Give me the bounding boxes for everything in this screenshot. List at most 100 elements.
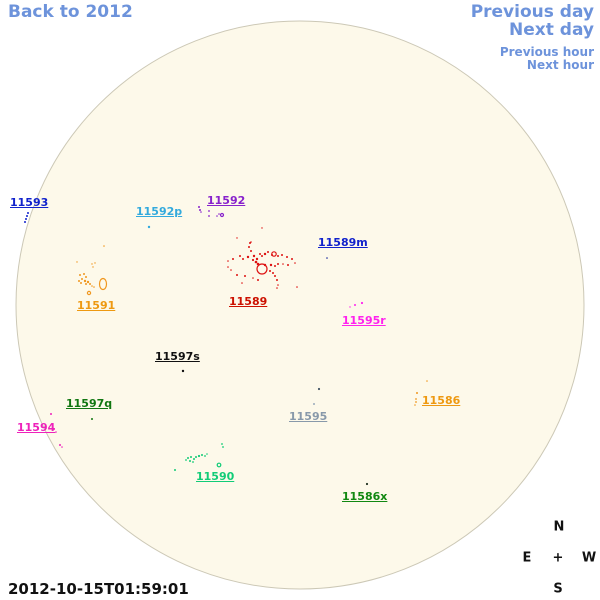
observation-timestamp: 2012-10-15T01:59:01 [8,580,189,598]
sunspot-dot [83,279,87,283]
region-link-11589m[interactable]: 11589m [318,236,368,249]
sunspot-dot [85,276,87,278]
sunspot-dot [414,404,416,406]
next-hour-link[interactable]: Next hour [526,58,594,72]
sunspot-dot [236,274,238,276]
sunspot-dot [277,255,279,257]
sunspot-dot [250,250,252,252]
previous-day-link[interactable]: Previous day [470,2,594,22]
sunspot-dot [93,286,95,288]
region-link-11586[interactable]: 11586 [422,394,461,407]
sunspot-dot [426,380,428,382]
region-link-11593[interactable]: 11593 [10,196,49,209]
sunspot-dot [251,258,255,262]
sunspot-dot [206,453,208,455]
sunspot-dot [27,212,29,214]
sunspot-group-11595-dark [317,387,321,391]
sunspot-dot [276,287,278,289]
sunspot-dot [59,444,61,446]
region-link-11586x[interactable]: 11586x [342,490,388,503]
sunspot-dot [267,251,269,253]
sunspot-dot [287,264,289,266]
sunspot-dot [92,266,94,268]
sunspot-dot [24,221,26,223]
sunspot-dot [246,255,250,259]
sunspot-dot [200,211,202,213]
sunspot-dot [193,458,195,460]
sunspot-dot [25,218,27,220]
sunspot-dot [81,278,83,280]
sunspot-dot [257,279,259,281]
sunspot-group-11589 [227,227,298,289]
sunspot-group-11595r [349,301,364,308]
sunspot-dot [326,257,328,259]
sunspot-group-11589m [326,257,328,259]
sunspot-dot [250,241,252,243]
previous-hour-link[interactable]: Previous hour [499,45,594,59]
sunspot-group-11592p [147,225,151,229]
sunspot-dot [147,225,151,229]
region-link-11590[interactable]: 11590 [196,470,235,483]
sunspot-dot [218,213,220,215]
sunspot-dot [94,262,96,264]
sunspot-dot [189,460,191,462]
sunspot-outline [219,212,225,218]
compass-west-label: W [581,550,597,566]
sunspot-dot [222,446,224,448]
sunspot-dot [208,215,210,217]
back-to-year-link[interactable]: Back to 2012 [8,2,133,22]
sunspot-dot [185,459,187,461]
sunspot-dot [89,283,91,285]
sunspot-dot [80,282,82,284]
sunspot-dot [50,413,52,415]
sunspot-dot [61,446,63,448]
sunspot-dot [241,282,243,284]
sunspot-dot [198,206,200,208]
next-day-link[interactable]: Next day [509,20,594,40]
sunspot-dot [269,270,271,272]
sunspot-dot [83,273,85,275]
sunspot-dot [415,398,417,400]
sunspot-dot [360,301,364,305]
sunspot-dot [190,456,192,458]
compass-south-label: S [553,581,563,597]
sunspot-group-11586x [365,482,369,486]
sunspot-dot [252,254,256,258]
region-link-11595[interactable]: 11595 [289,410,328,423]
sunspot-dot [208,210,210,212]
region-link-11595r[interactable]: 11595r [342,314,386,327]
sunspot-dot [85,283,87,285]
compass-center-mark: + [552,550,564,566]
sunspot-dot [197,454,201,458]
sunspot-dot [281,254,283,256]
region-link-11589[interactable]: 11589 [229,295,268,308]
sunspot-dot [317,387,321,391]
sunspot-group-11592 [198,206,225,218]
sunspot-dot [296,286,298,288]
sunspot-outline [86,290,92,296]
sunspot-dot [204,455,206,457]
sunspot-dot [91,285,93,287]
sunspot-group-11595-light [313,403,315,405]
sunspot-dot [192,461,194,463]
sunspot-dot [239,255,241,257]
sunspot-dot [294,262,296,264]
region-link-11592[interactable]: 11592 [207,194,246,207]
sunspot-dot [365,482,369,486]
sunspot-dot [199,209,201,211]
sunspot-dot [55,431,57,433]
region-link-11592p[interactable]: 11592p [136,205,183,218]
sunspot-dot [227,260,229,262]
region-link-11597s[interactable]: 11597s [155,350,200,363]
region-link-11597q[interactable]: 11597q [66,397,113,410]
sunspot-dot [232,258,234,260]
sunspot-outline [98,277,108,291]
region-link-11594[interactable]: 11594 [17,421,56,434]
sunspot-dot [86,280,90,284]
region-link-11591[interactable]: 11591 [77,299,116,312]
sunspot-dot [230,269,232,271]
sunspot-dot [261,227,263,229]
sunspot-dot [255,257,259,261]
sunspot-layer [24,206,428,486]
sunspot-dot [91,263,93,265]
